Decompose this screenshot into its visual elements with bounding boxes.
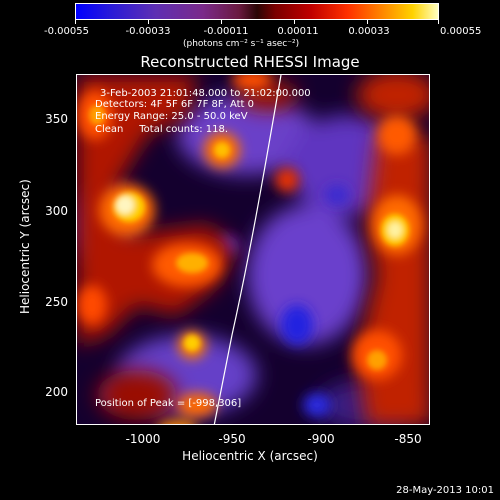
detectors-text: Detectors: 4F 5F 6F 7F 8F, Att 0 — [95, 99, 255, 110]
x-tick-label: -1000 — [125, 432, 161, 446]
colorbar-tick-label: 0.00033 — [348, 26, 390, 37]
y-tick-label: 300 — [45, 204, 68, 218]
colorbar — [75, 3, 439, 20]
y-tick-label: 200 — [45, 385, 68, 399]
x-tick-label: -850 — [394, 432, 422, 446]
time-range-text: 3-Feb-2003 21:01:48.000 to 21:02:00.000 — [100, 88, 311, 99]
clean-counts-text: Clean Total counts: 118. — [95, 124, 229, 135]
date-stamp: 28-May-2013 10:01 — [396, 485, 494, 496]
y-axis-title: Heliocentric Y (arcsec) — [18, 179, 32, 314]
peak-position-text: Position of Peak = [-998,306] — [95, 398, 242, 409]
colorbar-tick — [221, 20, 222, 24]
colorbar-tick-label: 0.00055 — [440, 26, 482, 37]
colorbar-tick — [367, 20, 368, 24]
colorbar-tick — [75, 20, 76, 24]
rhessi-image — [76, 74, 430, 425]
y-tick-label: 350 — [45, 112, 68, 126]
colorbar-tick — [438, 20, 439, 24]
colorbar-tick-label: -0.00033 — [125, 26, 171, 37]
colorbar-tick-label: -0.00011 — [203, 26, 249, 37]
x-tick-label: -900 — [307, 432, 335, 446]
colorbar-tick — [148, 20, 149, 24]
image-title: Reconstructed RHESSI Image — [140, 53, 360, 71]
energy-range-text: Energy Range: 25.0 - 50.0 keV — [95, 111, 248, 122]
x-axis-title: Heliocentric X (arcsec) — [182, 449, 318, 463]
colorbar-tick-label: 0.00011 — [277, 26, 319, 37]
y-tick-label: 250 — [45, 295, 68, 309]
colorbar-tick-label: -0.00055 — [44, 26, 89, 37]
colorbar-units: (photons cm⁻² s⁻¹ asec⁻²) — [183, 39, 300, 49]
rhessi-image-map — [77, 75, 429, 424]
colorbar-tick — [294, 20, 295, 24]
x-tick-label: -950 — [218, 432, 246, 446]
